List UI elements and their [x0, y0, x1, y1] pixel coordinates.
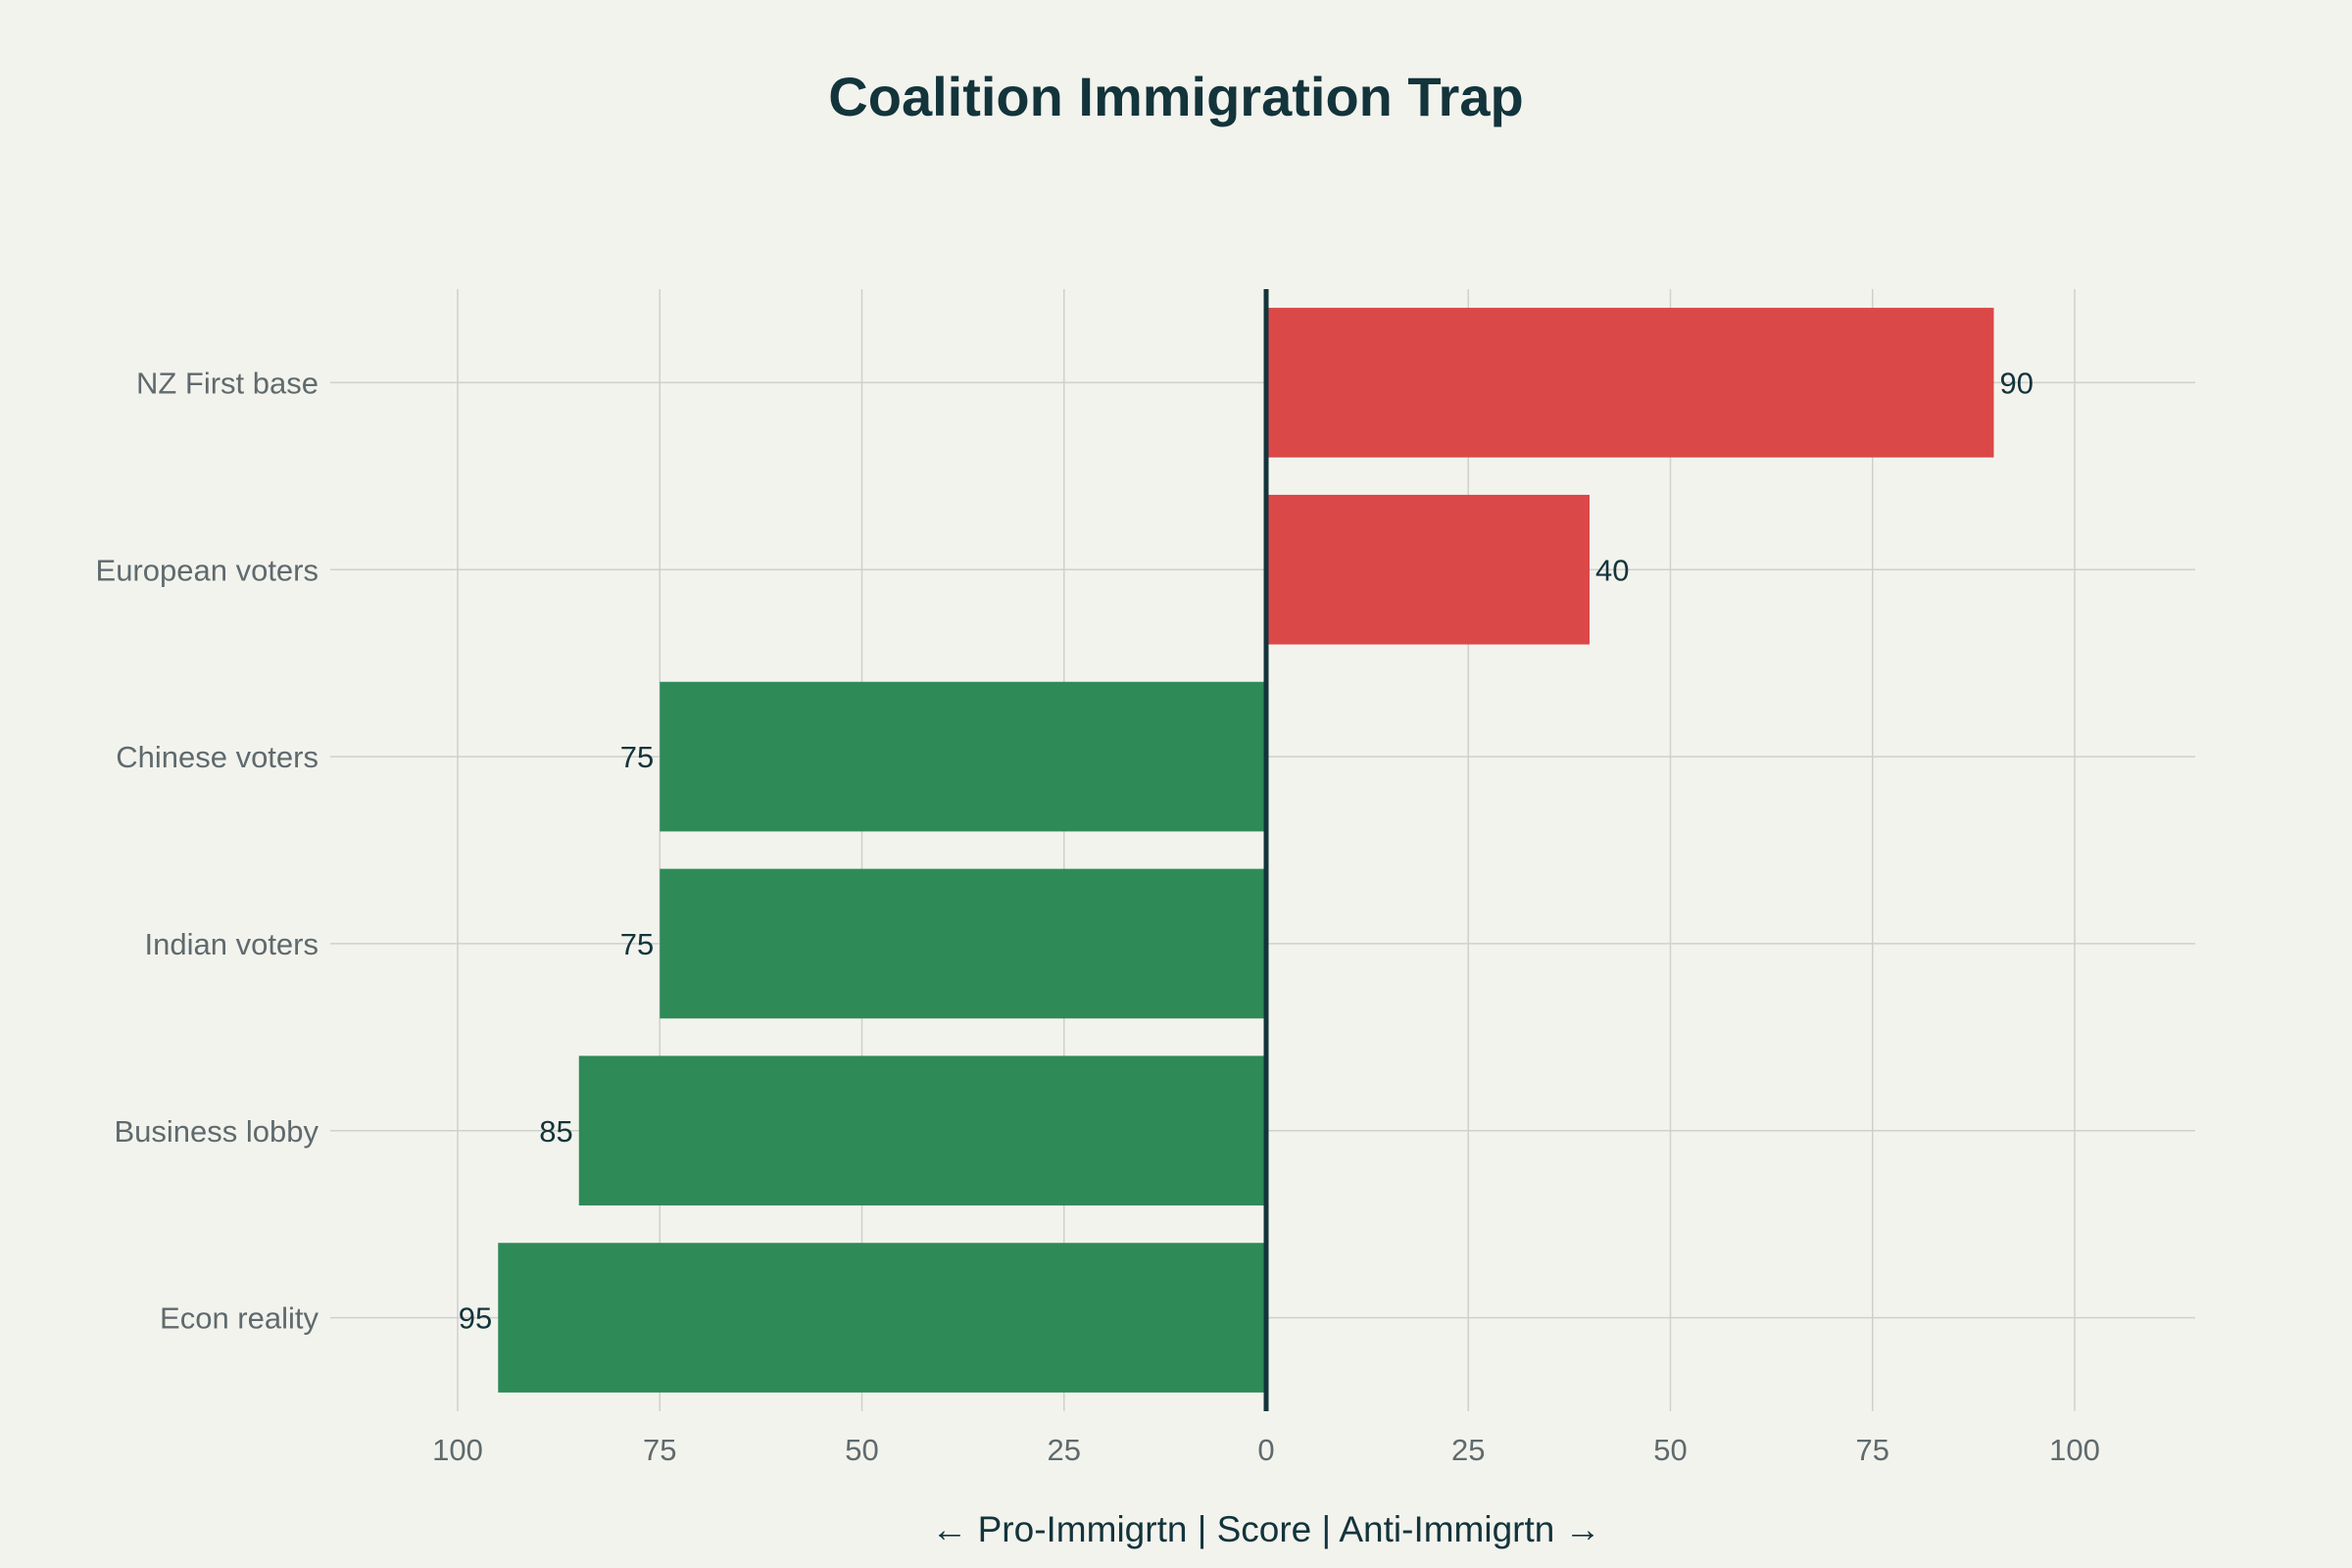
bar: [660, 681, 1266, 832]
category-label: Indian voters: [145, 927, 319, 961]
data-label: 40: [1595, 553, 1629, 587]
category-label: NZ First base: [136, 366, 318, 400]
category-label: Econ reality: [160, 1301, 318, 1336]
data-label: 85: [539, 1114, 572, 1149]
x-axis-label: ← Pro-Immigrtn | Score | Anti-Immigrtn →: [931, 1509, 1600, 1549]
category-label: Business lobby: [114, 1114, 318, 1149]
bar: [498, 1243, 1266, 1393]
category-label: Chinese voters: [116, 740, 318, 774]
x-tick-label: 100: [432, 1433, 483, 1467]
x-tick-label: 75: [643, 1433, 676, 1467]
bar: [660, 868, 1266, 1019]
data-label: 75: [620, 927, 654, 961]
category-label: European voters: [96, 553, 318, 587]
bar: [1266, 308, 1994, 458]
x-tick-label: 50: [1653, 1433, 1687, 1467]
label-layer: 100 75 50 25 0 25 50 75 100 NZ First base 90 Europe…: [96, 366, 2100, 1467]
x-tick-label: 25: [1451, 1433, 1485, 1467]
x-tick-label: 75: [1856, 1433, 1889, 1467]
x-tick-label: 50: [845, 1433, 878, 1467]
data-label: 75: [620, 740, 654, 774]
bar: [1266, 494, 1590, 645]
x-tick-label: 25: [1048, 1433, 1081, 1467]
bar: [578, 1055, 1266, 1206]
data-label: 95: [459, 1301, 492, 1336]
x-tick-label: 0: [1257, 1433, 1274, 1467]
bar-layer: [498, 308, 1994, 1393]
data-label: 90: [2000, 366, 2034, 400]
chart-title: Coalition Immigration Trap: [828, 66, 1523, 127]
x-tick-label: 100: [2049, 1433, 2100, 1467]
